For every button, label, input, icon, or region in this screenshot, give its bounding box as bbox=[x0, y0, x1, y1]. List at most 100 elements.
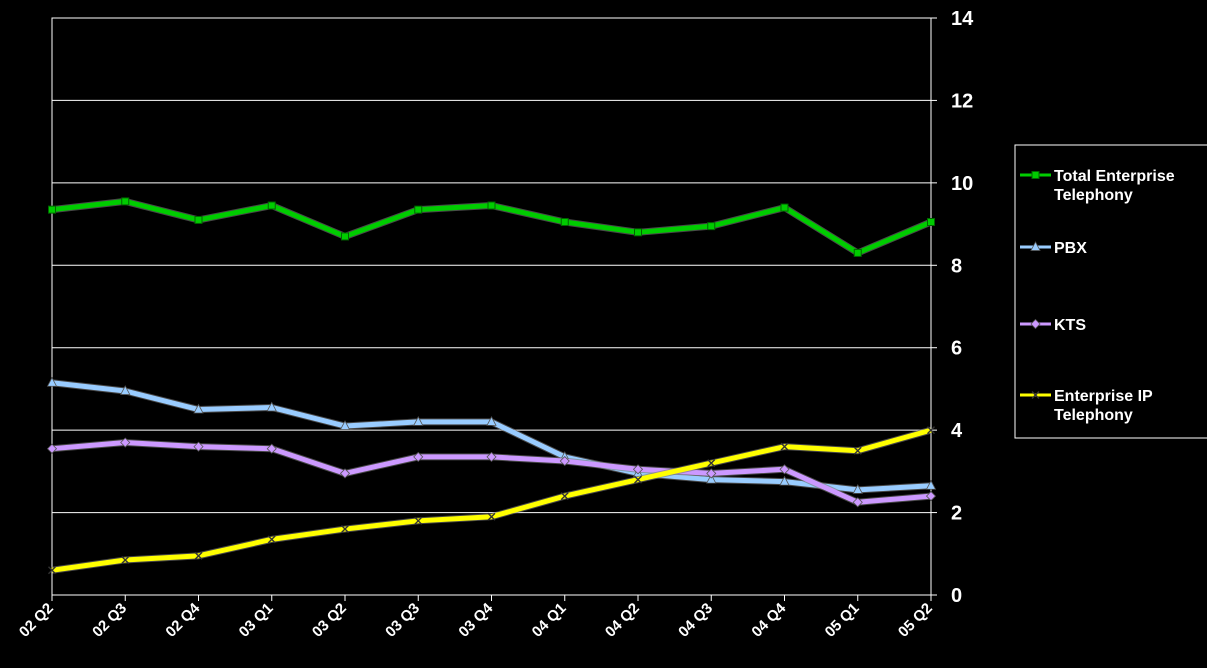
data-point bbox=[853, 248, 862, 257]
legend-box bbox=[1014, 144, 1207, 439]
data-point bbox=[779, 464, 790, 475]
data-point bbox=[194, 215, 203, 224]
data-point bbox=[706, 468, 717, 479]
series-pbx bbox=[46, 376, 937, 494]
legend-label: PBX bbox=[1054, 240, 1087, 257]
x-tick-label: 03 Q2 bbox=[309, 600, 350, 641]
y-tick-label: 12 bbox=[951, 90, 973, 112]
y-tick-label: 10 bbox=[951, 173, 973, 195]
data-point bbox=[121, 197, 130, 206]
y-tick-label: 8 bbox=[951, 255, 962, 277]
x-axis: 02 Q2 02 Q3 02 Q4 03 Q1 03 Q2 03 Q3 03 Q4 04 Q1… bbox=[16, 595, 936, 641]
data-point bbox=[120, 385, 131, 395]
data-point bbox=[706, 473, 717, 484]
data-point bbox=[927, 426, 935, 435]
data-point bbox=[780, 203, 789, 212]
data-point bbox=[414, 516, 423, 525]
data-point bbox=[707, 222, 716, 231]
y-tick-label: 0 bbox=[951, 585, 962, 607]
data-point bbox=[560, 492, 569, 501]
x-tick-label: 02 Q3 bbox=[89, 600, 130, 641]
data-point bbox=[339, 468, 351, 479]
y-tick-label: 2 bbox=[951, 503, 962, 525]
x-tick-label: 04 Q3 bbox=[675, 600, 716, 641]
data-point bbox=[927, 218, 935, 227]
data-point bbox=[486, 451, 497, 462]
legend-label: Telephony bbox=[1054, 187, 1133, 204]
series-line bbox=[51, 427, 932, 573]
data-point bbox=[486, 416, 497, 426]
series-enterprise-ip-telephony bbox=[48, 426, 935, 575]
x-tick-label: 04 Q2 bbox=[602, 600, 643, 641]
legend-swatch-marker bbox=[1031, 391, 1040, 399]
legend: Total Enterprise Telephony PBX KTS Enterpris… bbox=[1014, 144, 1207, 439]
data-point bbox=[487, 512, 496, 521]
data-point bbox=[46, 376, 58, 387]
data-point bbox=[266, 401, 277, 412]
data-point bbox=[46, 443, 58, 454]
data-point bbox=[267, 201, 276, 210]
data-point bbox=[853, 446, 862, 455]
data-point bbox=[193, 441, 204, 452]
series-line-shadow bbox=[51, 439, 932, 506]
data-point bbox=[925, 479, 937, 490]
data-point bbox=[487, 201, 496, 210]
data-point bbox=[780, 442, 789, 451]
data-point bbox=[341, 232, 349, 241]
data-point bbox=[121, 555, 130, 564]
data-point bbox=[634, 228, 642, 237]
data-point bbox=[413, 451, 424, 462]
data-point bbox=[266, 443, 277, 454]
data-point bbox=[341, 525, 349, 534]
legend-label: Enterprise IP bbox=[1054, 388, 1153, 405]
x-tick-label: 03 Q4 bbox=[455, 599, 496, 640]
data-point bbox=[925, 491, 937, 502]
legend-item: Total Enterprise Telephony bbox=[1020, 168, 1175, 204]
x-tick-label: 05 Q1 bbox=[822, 600, 863, 641]
series-group bbox=[46, 197, 937, 575]
x-tick-label: 05 Q2 bbox=[895, 600, 936, 641]
series-total-enterprise-telephony bbox=[48, 197, 935, 257]
x-tick-label: 02 Q4 bbox=[162, 599, 203, 640]
y-tick-label: 14 bbox=[951, 8, 974, 30]
data-point bbox=[193, 403, 204, 414]
gridlines bbox=[52, 99, 931, 514]
data-point bbox=[194, 551, 203, 560]
plot-area bbox=[51, 17, 932, 596]
x-tick-label: 03 Q3 bbox=[382, 600, 423, 641]
data-point bbox=[560, 218, 569, 227]
data-point bbox=[267, 535, 276, 544]
legend-item: KTS bbox=[1020, 317, 1086, 334]
legend-swatch-marker bbox=[1030, 318, 1041, 330]
data-point bbox=[852, 497, 863, 508]
x-tick-label: 04 Q4 bbox=[748, 599, 789, 640]
series-line-shadow bbox=[51, 426, 932, 574]
legend-label: Total Enterprise bbox=[1054, 168, 1175, 185]
data-point bbox=[413, 416, 424, 426]
legend-label: Telephony bbox=[1054, 407, 1133, 424]
data-point bbox=[120, 437, 131, 448]
data-point bbox=[48, 205, 56, 214]
plot-frame bbox=[51, 17, 932, 596]
legend-swatch-marker bbox=[1030, 241, 1041, 251]
data-point bbox=[48, 566, 56, 575]
legend-label: KTS bbox=[1054, 317, 1086, 334]
y-tick-label: 4 bbox=[951, 420, 963, 442]
x-tick-label: 03 Q1 bbox=[236, 600, 277, 641]
y-axis: 0 2 4 6 8 10 12 14 bbox=[931, 8, 974, 607]
data-point bbox=[559, 455, 570, 467]
x-tick-label: 02 Q2 bbox=[16, 600, 57, 641]
data-point bbox=[632, 464, 644, 475]
data-point bbox=[339, 420, 351, 430]
legend-item: Enterprise IP Telephony bbox=[1020, 388, 1153, 424]
data-point bbox=[707, 459, 716, 468]
legend-item: PBX bbox=[1020, 240, 1087, 257]
series-kts bbox=[46, 437, 937, 508]
data-point bbox=[414, 205, 423, 214]
y-tick-label: 6 bbox=[951, 338, 962, 360]
x-tick-label: 04 Q1 bbox=[529, 600, 570, 641]
legend-swatch-marker bbox=[1031, 171, 1040, 179]
data-point bbox=[779, 475, 790, 486]
data-point bbox=[634, 475, 642, 484]
